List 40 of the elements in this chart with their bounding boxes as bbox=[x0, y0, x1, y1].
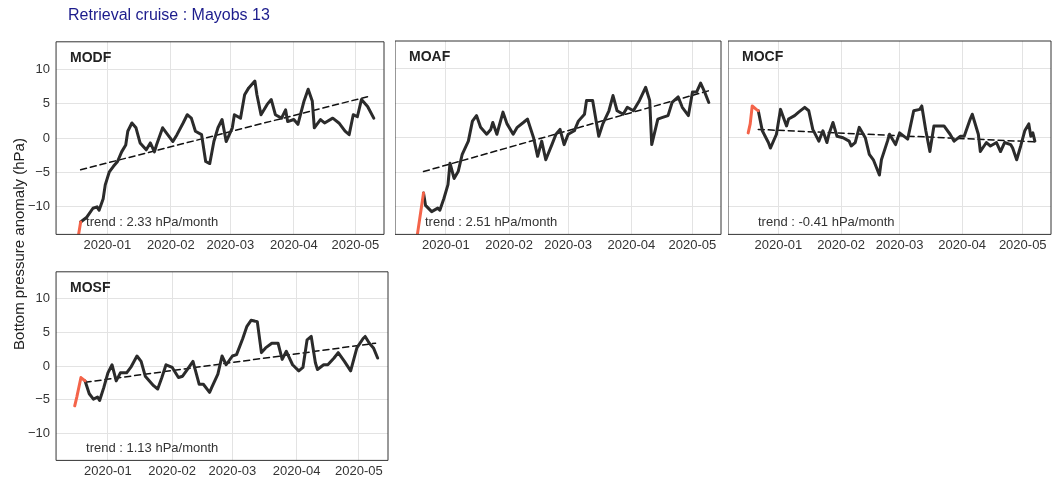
x-tick-label: 2020-05 bbox=[668, 236, 717, 252]
x-tick-label: 2020-01 bbox=[422, 236, 470, 252]
y-tick-label: 0 bbox=[42, 357, 51, 373]
y-tick-label: 0 bbox=[42, 129, 51, 145]
x-tick-label: 2020-03 bbox=[544, 236, 593, 252]
x-tick-label: 2020-03 bbox=[875, 236, 924, 252]
y-tick-label: −5 bbox=[35, 391, 51, 407]
text: MOSF bbox=[70, 278, 111, 295]
x-tick-label: 2020-02 bbox=[146, 236, 195, 252]
x-tick-label: 2020-02 bbox=[485, 236, 533, 252]
x-tick-label: 2020-03 bbox=[206, 236, 255, 252]
x-tick-label: 2020-04 bbox=[607, 236, 656, 252]
annotation: trend : 2.33 hPa/month bbox=[86, 214, 219, 230]
x-tick-label: 2020-04 bbox=[269, 236, 318, 252]
x-tick-label: 2020-05 bbox=[335, 462, 383, 478]
x-tick-label: 2020-04 bbox=[938, 236, 987, 252]
y-axis-title: Bottom pressure anomaly (hPa) bbox=[9, 138, 27, 350]
y-tick-label: 5 bbox=[42, 95, 51, 111]
chart-title: Retrieval cruise : Mayobs 13 bbox=[68, 6, 270, 24]
x-tick-label: 2020-02 bbox=[817, 236, 865, 252]
y-tick-label: −10 bbox=[27, 425, 51, 441]
annotation: trend : 1.13 hPa/month bbox=[86, 440, 219, 456]
x-tick-label: 2020-02 bbox=[148, 462, 197, 478]
text: MODF bbox=[70, 48, 112, 65]
x-tick-label: 2020-04 bbox=[272, 462, 321, 478]
y-tick-label: 10 bbox=[35, 290, 51, 306]
x-tick-label: 2020-05 bbox=[998, 236, 1047, 252]
annotation: trend : 2.51 hPa/month bbox=[425, 214, 558, 230]
annotation: trend : -0.41 hPa/month bbox=[758, 214, 895, 230]
chart-subtitle: MOCF bbox=[742, 47, 784, 64]
x-tick-label: 2020-05 bbox=[331, 236, 380, 252]
x-tick-label: 2020-01 bbox=[754, 236, 803, 252]
y-tick-label: 10 bbox=[35, 60, 51, 76]
x-tick-label: 2020-01 bbox=[83, 236, 132, 252]
y-tick-label: 5 bbox=[42, 324, 51, 339]
y-tick-label: −10 bbox=[27, 198, 51, 214]
x-tick-label: 2020-03 bbox=[208, 462, 257, 478]
y-tick-label: −5 bbox=[35, 164, 51, 180]
chart-subtitle: MOAF bbox=[409, 47, 451, 64]
x-tick-label: 2020-01 bbox=[84, 462, 132, 478]
